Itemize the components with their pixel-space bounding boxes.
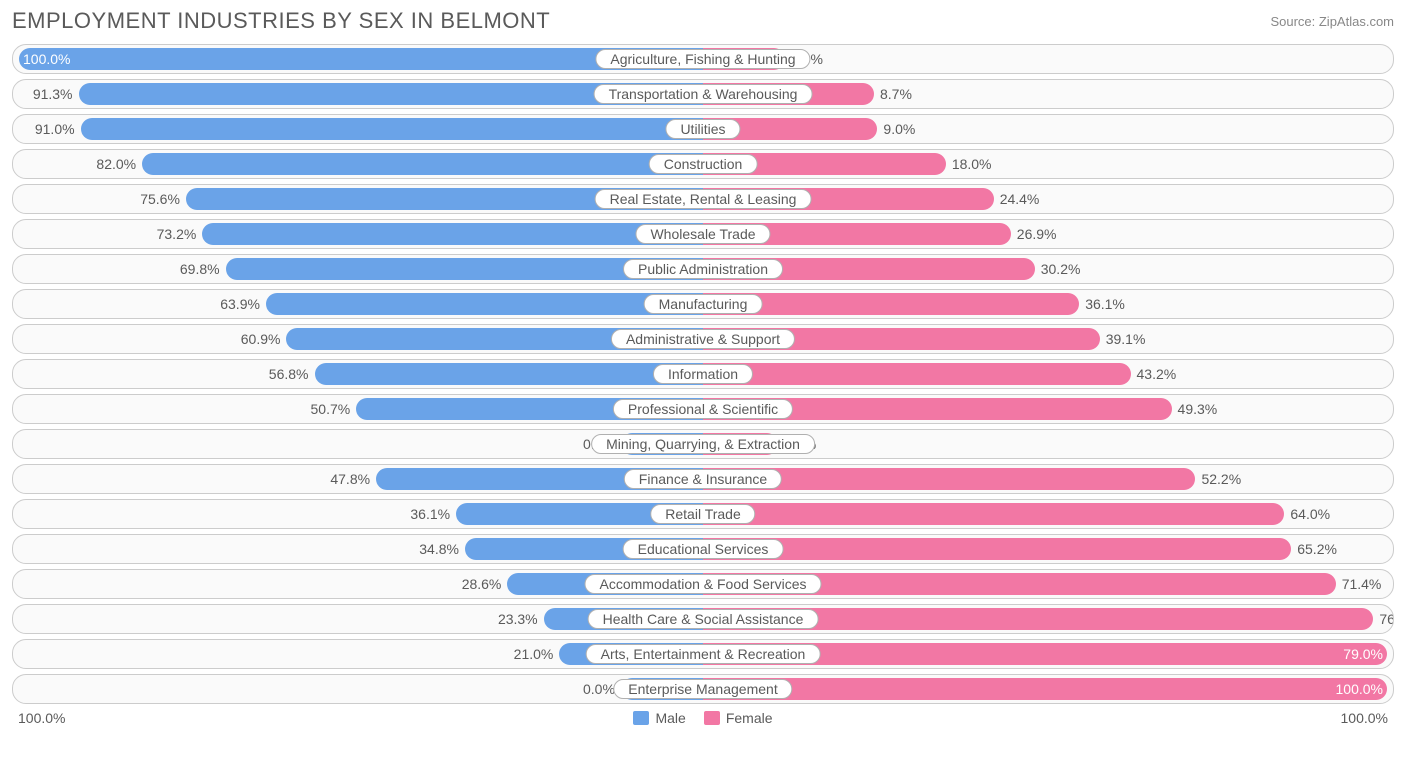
female-pct-label: 9.0% [883,118,915,140]
female-pct-label: 43.2% [1137,363,1177,385]
male-pct-label: 73.2% [157,223,197,245]
category-label: Construction [649,154,758,174]
chart-row: 63.9% 36.1% Manufacturing [12,289,1394,319]
legend-female-label: Female [726,710,773,726]
chart-row: 56.8% 43.2% Information [12,359,1394,389]
category-label: Information [653,364,753,384]
category-label: Arts, Entertainment & Recreation [586,644,821,664]
female-pct-label: 24.4% [1000,188,1040,210]
female-pct-label: 64.0% [1290,503,1330,525]
legend-male-swatch [633,711,649,725]
axis-left-label: 100.0% [18,710,65,726]
female-pct-label: 8.7% [880,83,912,105]
chart-row: 23.3% 76.7% Health Care & Social Assistanc… [12,604,1394,634]
chart-row: 91.3% 8.7% Transportation & Warehousing [12,79,1394,109]
chart-row: 100.0%0.0%Agriculture, Fishing & Hunting [12,44,1394,74]
male-pct-label: 75.6% [140,188,180,210]
male-bar [81,118,703,140]
chart-row: 28.6% 71.4% Accommodation & Food Services [12,569,1394,599]
category-label: Agriculture, Fishing & Hunting [595,49,810,69]
female-pct-label: 52.2% [1201,468,1241,490]
category-label: Wholesale Trade [635,224,770,244]
male-pct-label: 34.8% [419,538,459,560]
chart-row: 82.0% 18.0% Construction [12,149,1394,179]
female-pct-label: 49.3% [1178,398,1218,420]
chart-row: 75.6% 24.4% Real Estate, Rental & Leasing [12,184,1394,214]
legend-female-swatch [704,711,720,725]
category-label: Real Estate, Rental & Leasing [595,189,812,209]
category-label: Health Care & Social Assistance [588,609,819,629]
female-pct-label: 18.0% [952,153,992,175]
female-bar [703,363,1131,385]
female-pct-label: 26.9% [1017,223,1057,245]
legend-male: Male [633,710,685,726]
chart-row: 0.0%0.0%Mining, Quarrying, & Extraction [12,429,1394,459]
male-pct-label: 23.3% [498,608,538,630]
chart-row: 21.0% 79.0% Arts, Entertainment & Recreati… [12,639,1394,669]
chart-row: 91.0% 9.0% Utilities [12,114,1394,144]
legend-female: Female [704,710,773,726]
category-label: Finance & Insurance [624,469,782,489]
male-pct-label: 21.0% [514,643,554,665]
axis-right-label: 100.0% [1341,710,1388,726]
female-pct-label: 100.0% [1336,678,1383,700]
male-pct-label: 82.0% [96,153,136,175]
legend-male-label: Male [655,710,685,726]
male-pct-label: 47.8% [330,468,370,490]
chart-row: 47.8% 52.2% Finance & Insurance [12,464,1394,494]
category-label: Accommodation & Food Services [585,574,822,594]
female-pct-label: 76.7% [1379,608,1394,630]
female-pct-label: 71.4% [1342,573,1382,595]
chart-row: 60.9% 39.1% Administrative & Support [12,324,1394,354]
male-pct-label: 36.1% [410,503,450,525]
chart-row: 50.7% 49.3% Professional & Scientific [12,394,1394,424]
chart-title: EMPLOYMENT INDUSTRIES BY SEX IN BELMONT [12,8,550,34]
category-label: Public Administration [623,259,783,279]
category-label: Professional & Scientific [613,399,793,419]
source-attribution: Source: ZipAtlas.com [1270,14,1394,29]
male-pct-label: 60.9% [241,328,281,350]
chart-row: 36.1% 64.0% Retail Trade [12,499,1394,529]
chart-row: 69.8% 30.2% Public Administration [12,254,1394,284]
female-pct-label: 79.0% [1343,643,1383,665]
female-bar [703,538,1291,560]
female-pct-label: 36.1% [1085,293,1125,315]
male-bar [142,153,703,175]
male-pct-label: 0.0% [583,678,615,700]
category-label: Mining, Quarrying, & Extraction [591,434,815,454]
female-pct-label: 39.1% [1106,328,1146,350]
male-pct-label: 50.7% [311,398,351,420]
category-label: Retail Trade [650,504,755,524]
female-bar [703,678,1387,700]
category-label: Enterprise Management [613,679,792,699]
category-label: Utilities [665,119,740,139]
male-pct-label: 91.0% [35,118,75,140]
male-bar [266,293,703,315]
male-pct-label: 91.3% [33,83,73,105]
chart-row: 0.0% 100.0% Enterprise Management [12,674,1394,704]
category-label: Manufacturing [644,294,763,314]
category-label: Educational Services [623,539,784,559]
chart-row: 73.2% 26.9% Wholesale Trade [12,219,1394,249]
female-bar [703,503,1284,525]
male-bar [315,363,704,385]
female-pct-label: 65.2% [1297,538,1337,560]
female-pct-label: 30.2% [1041,258,1081,280]
male-pct-label: 56.8% [269,363,309,385]
chart-body: 100.0%0.0%Agriculture, Fishing & Hunting… [12,44,1394,704]
category-label: Administrative & Support [611,329,795,349]
male-pct-label: 100.0% [23,48,70,70]
chart-row: 34.8% 65.2% Educational Services [12,534,1394,564]
legend: Male Female [633,710,772,726]
male-pct-label: 69.8% [180,258,220,280]
male-bar [202,223,703,245]
male-pct-label: 28.6% [462,573,502,595]
male-pct-label: 63.9% [220,293,260,315]
category-label: Transportation & Warehousing [594,84,813,104]
